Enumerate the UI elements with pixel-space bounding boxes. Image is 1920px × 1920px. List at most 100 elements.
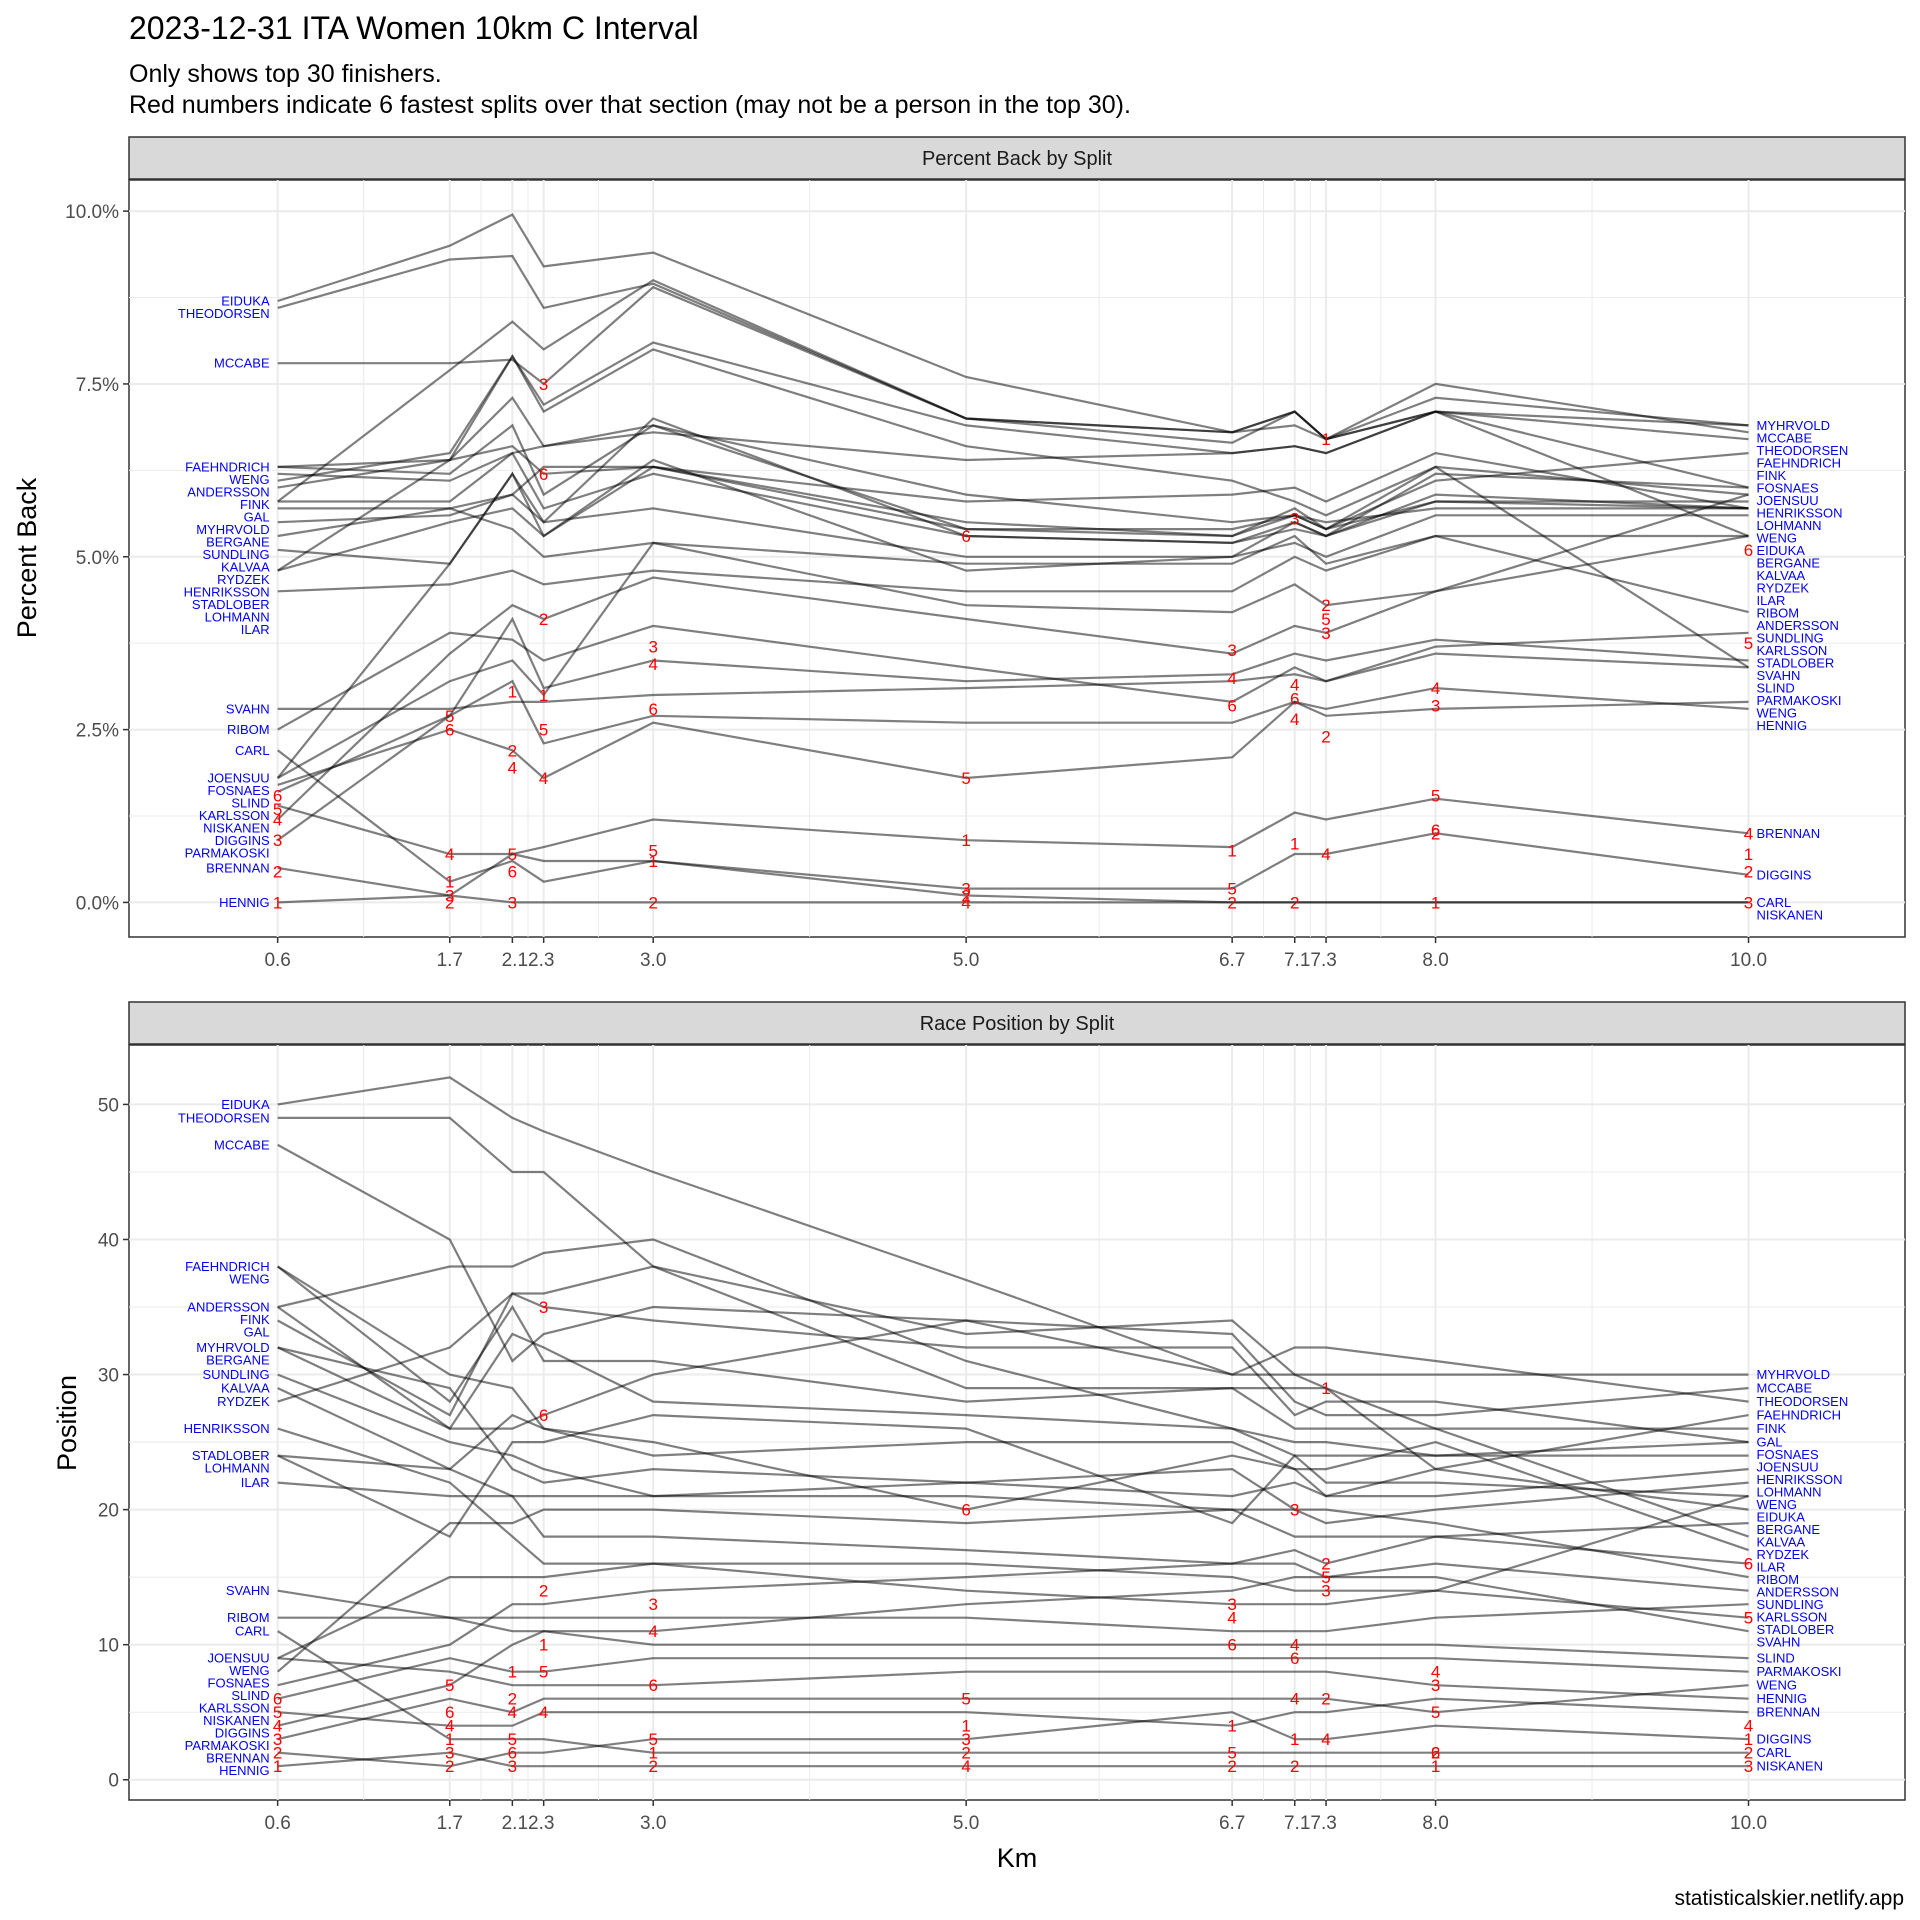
start-name-label: SUNDLING	[202, 547, 269, 562]
start-name-label: SUNDLING	[202, 1367, 269, 1382]
start-name-label: FOSNAES	[208, 1676, 270, 1691]
split-rank-label: 5	[273, 800, 282, 819]
split-rank-label: 1	[961, 1717, 970, 1736]
chart-title: 2023-12-31 ITA Women 10km C Interval	[129, 10, 699, 46]
race-position-strip	[128, 1001, 1906, 1045]
split-rank-label: 1	[1227, 842, 1236, 861]
y-tick-label: 50	[98, 1095, 119, 1116]
split-rank-label: 1	[273, 893, 282, 912]
y-tick-label: 30	[98, 1366, 119, 1387]
race-position-plot-area	[128, 1044, 1906, 1801]
start-name-label: RIBOM	[227, 722, 270, 737]
split-rank-label: 5	[1744, 1609, 1753, 1628]
start-name-label: NISKANEN	[203, 820, 269, 835]
series-line	[277, 1306, 1749, 1457]
x-tick-label: 8.0	[1422, 1813, 1448, 1834]
end-name-label: RIBOM	[1757, 605, 1800, 620]
split-rank-label: 3	[273, 831, 282, 850]
series-line	[277, 1657, 1749, 1700]
end-name-label: ILAR	[1757, 1560, 1786, 1575]
split-rank-label: 5	[1321, 1568, 1330, 1587]
start-name-label: RYDZEK	[217, 572, 270, 587]
end-name-label: KALVAA	[1757, 1535, 1806, 1550]
split-rank-label: 6	[1290, 1649, 1299, 1668]
x-tick-label: 1.7	[437, 1813, 463, 1834]
split-rank-label: 3	[273, 1730, 282, 1749]
percent-back-y-axis-title: Percent Back	[12, 477, 42, 638]
end-name-label: MCCABE	[1757, 430, 1813, 445]
split-rank-label: 2	[1290, 1757, 1299, 1776]
split-rank-label: 3	[508, 1757, 517, 1776]
y-tick-label: 2.5%	[76, 721, 119, 742]
split-rank-label: 5	[508, 1730, 517, 1749]
split-rank-label: 1	[273, 1757, 282, 1776]
end-name-label: FAEHNDRICH	[1757, 1408, 1842, 1423]
series-line	[277, 1575, 1749, 1727]
start-name-label: KALVAA	[221, 1381, 270, 1396]
split-rank-label: 2	[961, 1744, 970, 1763]
end-name-label: SLIND	[1757, 680, 1795, 695]
split-rank-label: 4	[1744, 1717, 1753, 1736]
end-name-label: NISKANEN	[1757, 907, 1823, 922]
split-rank-label: 4	[445, 1717, 454, 1736]
split-rank-label: 4	[508, 759, 517, 778]
percent-back-panel: Percent Back by Split EIDUKATHEODORSENMC…	[12, 136, 1906, 971]
series-line	[277, 1562, 1749, 1687]
split-rank-label: 2	[508, 1690, 517, 1709]
series-line	[277, 1684, 1749, 1741]
split-rank-label: 5	[648, 842, 657, 861]
percent-back-strip	[128, 136, 1906, 180]
split-rank-label: 3	[1744, 1757, 1753, 1776]
split-rank-label: 1	[508, 683, 517, 702]
series-line	[277, 1116, 1749, 1376]
end-name-label: JOENSUU	[1757, 493, 1819, 508]
end-name-label: KALVAA	[1757, 568, 1806, 583]
split-rank-label: 3	[961, 880, 970, 899]
start-name-label: BERGANE	[206, 534, 270, 549]
series-line	[277, 278, 1749, 503]
start-name-label: JOENSUU	[208, 1651, 270, 1666]
series-line	[277, 465, 1749, 538]
start-name-label: KARLSSON	[199, 1701, 270, 1716]
split-rank-label: 2	[1321, 1555, 1330, 1574]
split-rank-label: 3	[539, 1298, 548, 1317]
series-line	[277, 1481, 1749, 1579]
start-name-label: KARLSSON	[199, 808, 270, 823]
start-name-label: ANDERSSON	[187, 484, 269, 499]
series-line	[277, 1373, 1749, 1525]
end-name-label: FOSNAES	[1757, 1447, 1819, 1462]
split-rank-label: 4	[1321, 845, 1330, 864]
split-rank-label: 3	[1321, 624, 1330, 643]
x-tick-label: 7.17.3	[1284, 950, 1337, 971]
split-rank-label: 6	[1744, 1555, 1753, 1574]
split-rank-label: 1	[1431, 893, 1440, 912]
start-name-label: SVAHN	[226, 1583, 270, 1598]
split-rank-label: 5	[1744, 634, 1753, 653]
split-rank-label: 4	[1290, 676, 1299, 695]
chart-subtitle-line-1: Only shows top 30 finishers.	[129, 60, 442, 88]
split-rank-label: 3	[445, 1744, 454, 1763]
split-rank-label: 6	[961, 1501, 970, 1520]
end-name-label: CARL	[1757, 1745, 1792, 1760]
split-rank-label: 5	[648, 1730, 657, 1749]
split-rank-label: 4	[1321, 1730, 1330, 1749]
y-tick-label: 10.0%	[65, 202, 119, 223]
start-name-label: CARL	[235, 1624, 270, 1639]
split-rank-label: 3	[1744, 893, 1753, 912]
start-name-label: SLIND	[231, 795, 269, 810]
split-rank-label: 2	[273, 1744, 282, 1763]
split-rank-label: 2	[1744, 862, 1753, 881]
split-rank-label: 2	[1321, 596, 1330, 615]
end-name-label: BERGANE	[1757, 555, 1821, 570]
end-name-label: THEODORSEN	[1757, 443, 1849, 458]
start-name-label: GAL	[244, 509, 270, 524]
plot-layer: EIDUKATHEODORSENMCCABEFAEHNDRICHWENGANDE…	[129, 180, 1905, 937]
series-line	[277, 1657, 1749, 1700]
series-line	[277, 1387, 1749, 1565]
end-name-label: FINK	[1757, 1421, 1787, 1436]
end-name-label: HENRIKSSON	[1757, 505, 1843, 520]
split-rank-label: 2	[539, 1582, 548, 1601]
split-rank-label: 5	[1431, 786, 1440, 805]
split-rank-label: 5	[445, 1676, 454, 1695]
split-rank-label: 5	[961, 769, 970, 788]
